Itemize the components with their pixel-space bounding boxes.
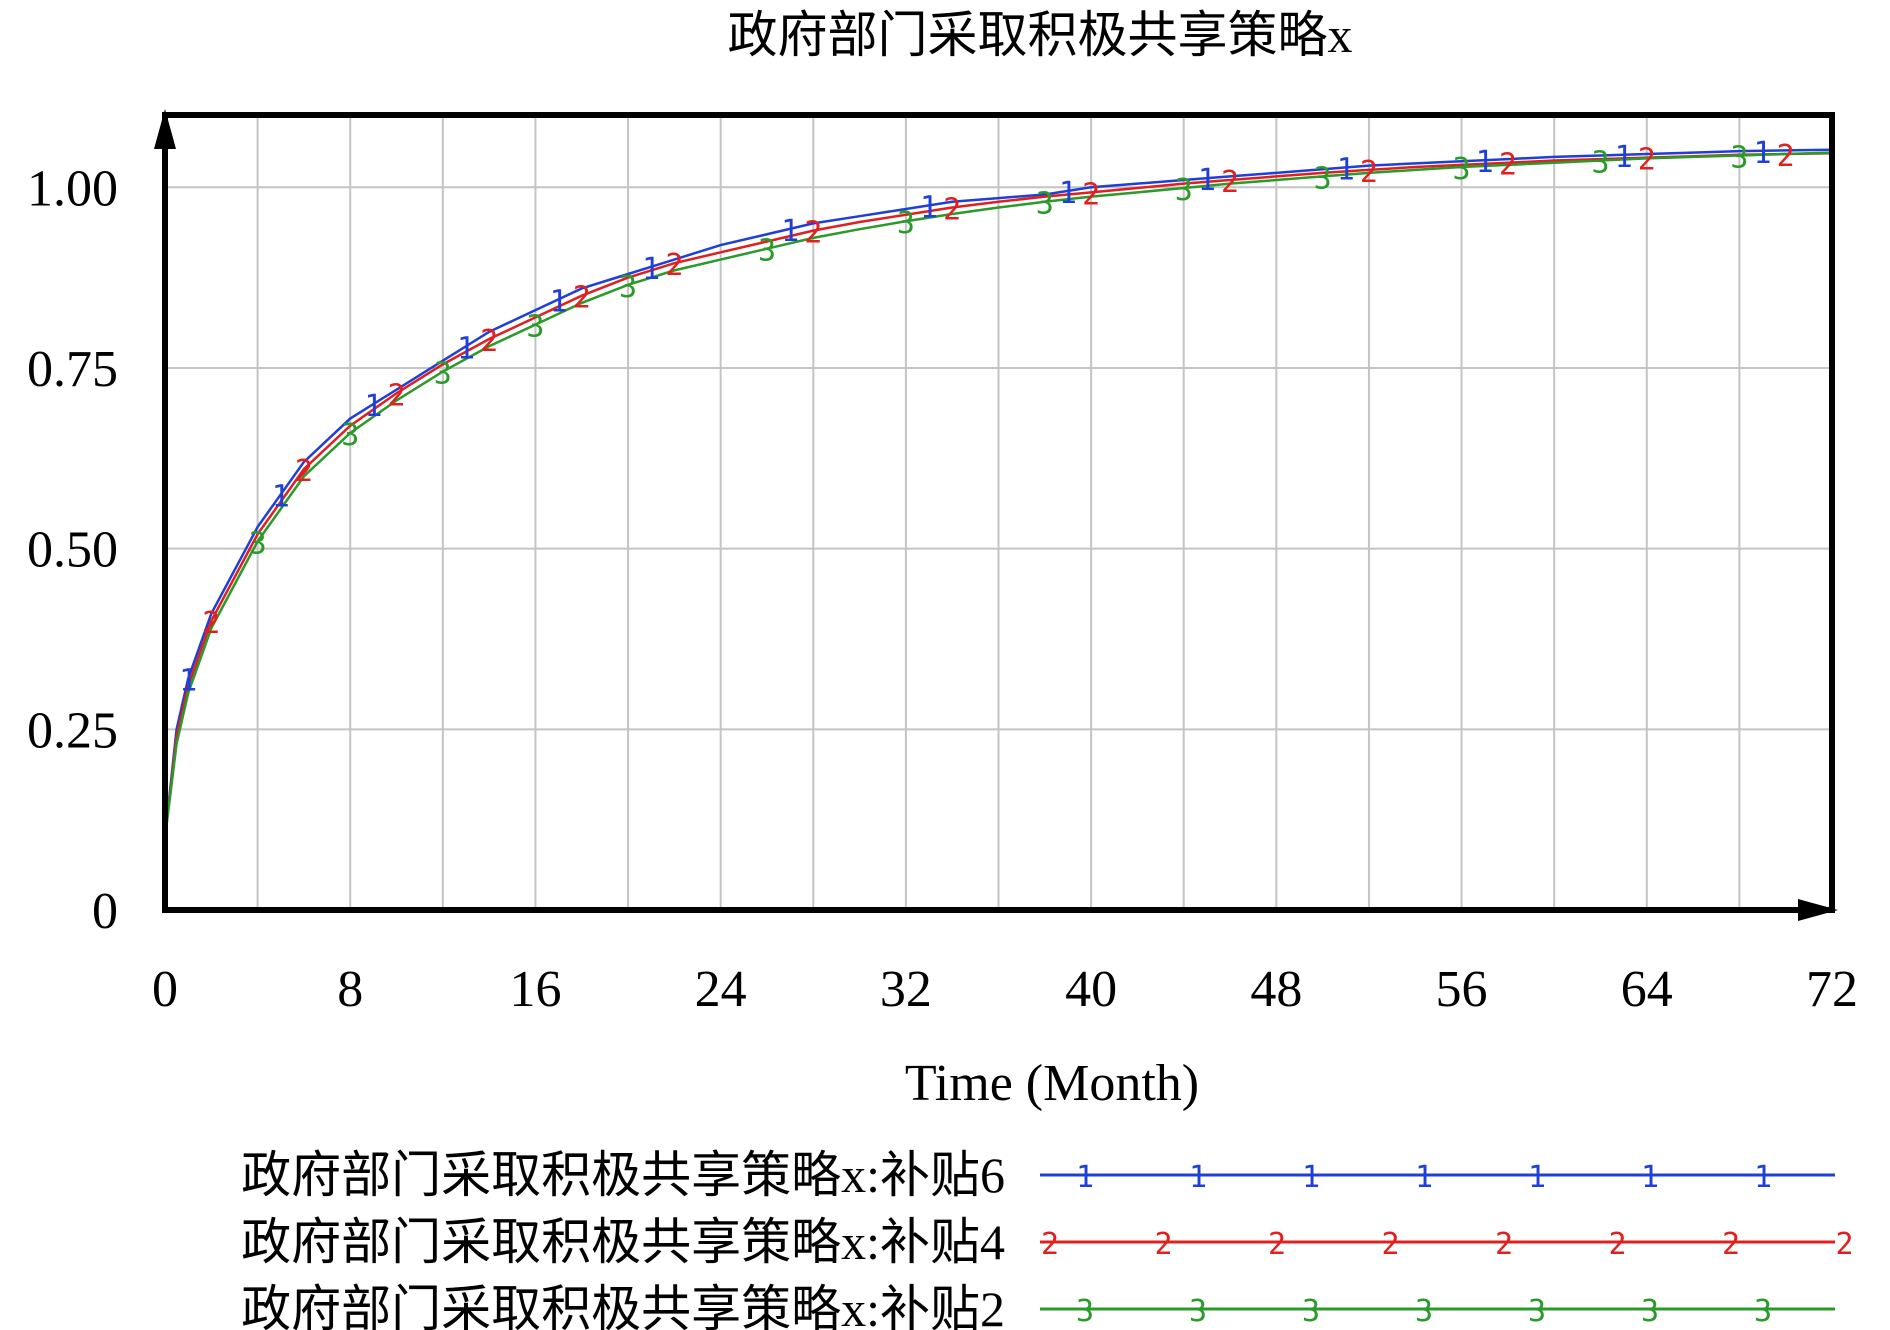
- series-1-marker: 1: [1198, 163, 1216, 198]
- series-line-2: [163, 152, 1833, 838]
- series-1-marker: 1: [1059, 176, 1077, 211]
- series-2-marker: 2: [1221, 165, 1239, 200]
- legend-marker: 2: [1722, 1227, 1740, 1262]
- x-tick-label: 8: [337, 961, 363, 1018]
- legend-label: 政府部门采取积极共享策略x:补贴4: [241, 1214, 1005, 1270]
- y-tick-label: 0: [92, 883, 118, 940]
- y-tick-label: 1.00: [27, 160, 118, 217]
- series-3-marker: 3: [1730, 140, 1748, 175]
- x-axis-arrow: [1798, 899, 1838, 921]
- legend-marker: 1: [1076, 1160, 1094, 1195]
- series-3-marker: 3: [1036, 187, 1054, 222]
- series-3-marker: 3: [1591, 146, 1609, 181]
- series-2-marker: 2: [1499, 148, 1517, 183]
- series-1-marker: 1: [781, 214, 799, 249]
- x-tick-label: 40: [1065, 961, 1117, 1018]
- legend-marker: 1: [1189, 1160, 1207, 1195]
- legend-label: 政府部门采取积极共享策略x:补贴2: [241, 1281, 1005, 1330]
- x-tick-label: 56: [1436, 961, 1488, 1018]
- y-tick-label: 0.75: [27, 341, 118, 398]
- legend-marker: 3: [1076, 1294, 1094, 1329]
- chart-title: 政府部门采取积极共享策略x: [728, 7, 1353, 63]
- legend-marker: 1: [1754, 1160, 1772, 1195]
- legend-marker: 2: [1495, 1227, 1513, 1262]
- series-3-marker: 3: [1175, 173, 1193, 208]
- legend-marker: 3: [1641, 1294, 1659, 1329]
- legend-marker: 3: [1754, 1294, 1772, 1329]
- series-1-marker: 1: [1615, 140, 1633, 175]
- legend-label: 政府部门采取积极共享策略x:补贴6: [241, 1147, 1005, 1203]
- series-3-marker: 3: [526, 310, 544, 345]
- legend-marker: 3: [1189, 1294, 1207, 1329]
- legend-marker: 2: [1154, 1227, 1172, 1262]
- series-2-marker: 2: [1360, 155, 1378, 190]
- x-tick-label: 32: [880, 961, 932, 1018]
- series-2-marker: 2: [1082, 177, 1100, 212]
- y-tick-label: 0.50: [27, 522, 118, 579]
- series-2-marker: 2: [387, 378, 405, 413]
- y-axis-arrow: [154, 109, 176, 149]
- series-3-marker: 3: [341, 418, 359, 453]
- legend-marker: 2: [1608, 1227, 1626, 1262]
- x-tick-label: 72: [1806, 961, 1858, 1018]
- series-lines: [163, 148, 1833, 838]
- series-line-1: [163, 148, 1833, 838]
- series-3-marker: 3: [1453, 152, 1471, 187]
- axes: [154, 109, 1838, 921]
- legend-marker: 2: [1041, 1227, 1059, 1262]
- grid: [165, 115, 1832, 910]
- series-2-marker: 2: [943, 193, 961, 228]
- series-1-marker: 1: [179, 664, 197, 699]
- series-3-marker: 3: [434, 357, 452, 392]
- series-3-marker: 3: [249, 526, 267, 561]
- series-1-marker: 1: [1754, 136, 1772, 171]
- series-1-marker: 1: [920, 190, 938, 225]
- y-tick-labels: 0 0.25 0.50 0.75 1.00: [27, 160, 118, 940]
- x-tick-labels: 0 8 16 24 32 40 48 56 64 72: [152, 961, 1858, 1018]
- legend-marker: 1: [1528, 1160, 1546, 1195]
- series-1-marker: 1: [457, 331, 475, 366]
- x-axis-label: Time (Month): [905, 1055, 1199, 1112]
- legend-marker: 3: [1415, 1294, 1433, 1329]
- legend-marker: 2: [1268, 1227, 1286, 1262]
- series-1-marker: 1: [364, 389, 382, 424]
- series-2-marker: 2: [665, 248, 683, 283]
- legend-marker: 1: [1302, 1160, 1320, 1195]
- x-tick-label: 64: [1621, 961, 1673, 1018]
- plot-frame: [162, 112, 1835, 913]
- series-line-3: [163, 151, 1833, 838]
- legend: 政府部门采取积极共享策略x:补贴6 1 1 1 1 1 1 1 政府部门采取积极共享策略x:补贴…: [241, 1147, 1853, 1330]
- series-2-marker: 2: [1777, 139, 1795, 174]
- x-tick-label: 16: [509, 961, 561, 1018]
- y-tick-label: 0.25: [27, 702, 118, 759]
- series-2-marker: 2: [295, 454, 313, 489]
- legend-marker: 1: [1641, 1160, 1659, 1195]
- series-1-marker: 1: [272, 479, 290, 514]
- legend-marker: 3: [1528, 1294, 1546, 1329]
- legend-marker: 2: [1835, 1227, 1853, 1262]
- series-1-marker: 1: [1476, 145, 1494, 180]
- series-2-marker: 2: [202, 606, 220, 641]
- series-1-marker: 1: [642, 252, 660, 287]
- series-1-marker: 1: [550, 284, 568, 319]
- legend-marker: 3: [1302, 1294, 1320, 1329]
- legend-marker: 1: [1415, 1160, 1433, 1195]
- series-3-marker: 3: [619, 270, 637, 305]
- x-tick-label: 48: [1250, 961, 1302, 1018]
- series-3-marker: 3: [1314, 161, 1332, 196]
- series-2-marker: 2: [480, 324, 498, 359]
- x-tick-label: 24: [695, 961, 747, 1018]
- series-2-marker: 2: [573, 281, 591, 316]
- series-2-marker: 2: [1638, 143, 1656, 178]
- series-2-marker: 2: [804, 216, 822, 251]
- series-3-marker: 3: [758, 234, 776, 269]
- legend-marker: 2: [1381, 1227, 1399, 1262]
- series-1-marker: 1: [1337, 152, 1355, 187]
- x-tick-label: 0: [152, 961, 178, 1018]
- series-3-marker: 3: [897, 206, 915, 241]
